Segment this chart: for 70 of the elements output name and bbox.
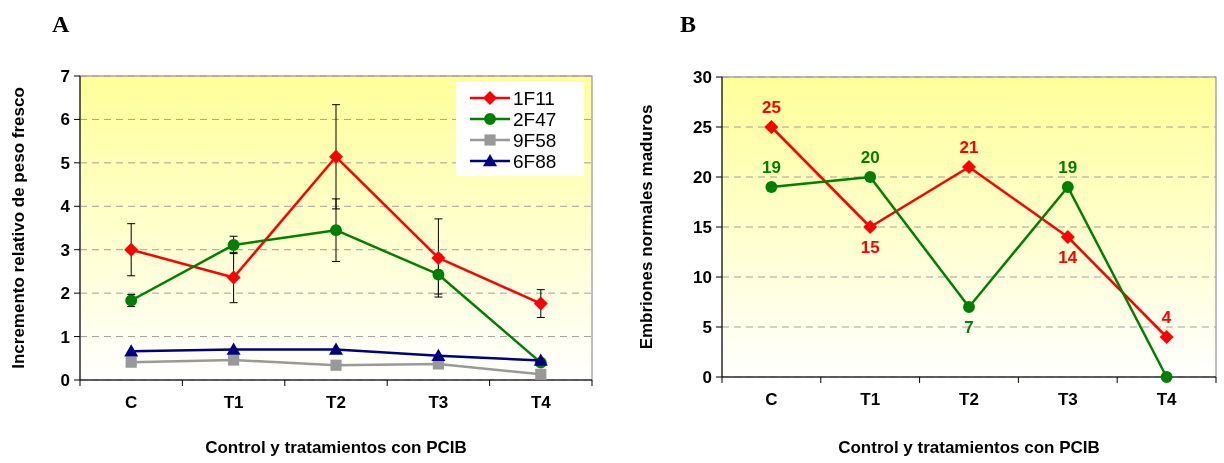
x-tick-label: T1 [223, 393, 244, 412]
y-tick-label: 4 [60, 197, 71, 217]
y-axis-title: Incremento relativo de peso fresco [9, 87, 28, 369]
legend-label: 2F47 [513, 109, 557, 130]
y-tick-label: 3 [60, 240, 70, 260]
point [765, 181, 778, 193]
chart-title: A [52, 11, 70, 37]
point [227, 239, 240, 251]
y-tick-label: 15 [693, 218, 712, 237]
point [124, 242, 139, 257]
x-tick-label: T2 [959, 390, 979, 409]
y-tick-label: 10 [693, 268, 712, 287]
legend-label: 9F58 [513, 130, 557, 151]
data-label: 19 [1058, 158, 1078, 177]
y-tick-label: 2 [60, 284, 70, 304]
y-tick-label: 25 [693, 118, 712, 137]
point [431, 250, 446, 265]
data-label: 19 [761, 158, 781, 177]
point [1060, 230, 1075, 244]
point [329, 342, 343, 355]
x-axis-title: Control y tratamientos con PCIB [205, 438, 467, 457]
x-tick-label: T3 [428, 393, 449, 412]
point [963, 301, 975, 313]
x-tick-label: C [125, 393, 138, 412]
point [226, 342, 241, 355]
y-tick-label: 0 [60, 371, 70, 390]
point [226, 270, 241, 285]
point [1061, 181, 1074, 193]
point [1159, 330, 1174, 344]
point [330, 359, 342, 371]
point [329, 149, 343, 164]
point [863, 220, 878, 234]
point [864, 171, 877, 183]
x-tick-label: T1 [860, 390, 881, 409]
data-label: 25 [761, 98, 781, 117]
point [125, 356, 137, 368]
point [228, 354, 240, 366]
legend-label: 1F11 [513, 88, 555, 109]
x-tick-label: T4 [530, 393, 552, 412]
x-tick-label: T4 [1156, 390, 1178, 409]
chart-title: B [680, 11, 697, 37]
y-tick-label: 0 [702, 368, 712, 387]
x-tick-label: C [765, 390, 778, 409]
y-axis-title: Embriones normales maduros [637, 104, 656, 350]
data-label: 15 [860, 238, 880, 257]
y-tick-label: 30 [693, 68, 712, 87]
y-tick-label: 7 [60, 67, 70, 86]
point [533, 296, 548, 311]
legend-label: 6F88 [513, 151, 557, 172]
data-label: 14 [1058, 248, 1078, 267]
y-tick-label: 6 [60, 110, 70, 130]
point [330, 224, 342, 237]
data-label: 4 [1161, 308, 1172, 327]
data-label: 7 [964, 318, 974, 337]
y-tick-label: 1 [60, 327, 70, 347]
x-axis-title: Control y tratamientos con PCIB [838, 438, 1100, 457]
point [1160, 371, 1173, 383]
data-label: 20 [860, 148, 880, 167]
data-label: 21 [959, 138, 979, 157]
y-tick-label: 5 [702, 318, 712, 337]
point [535, 368, 547, 380]
point [432, 268, 445, 281]
x-tick-label: T3 [1057, 390, 1078, 409]
point [764, 120, 779, 134]
x-tick-label: T2 [326, 393, 346, 412]
point [431, 348, 446, 361]
y-tick-label: 5 [60, 153, 70, 173]
point [962, 160, 976, 174]
y-tick-label: 20 [693, 168, 712, 187]
point [124, 344, 139, 357]
